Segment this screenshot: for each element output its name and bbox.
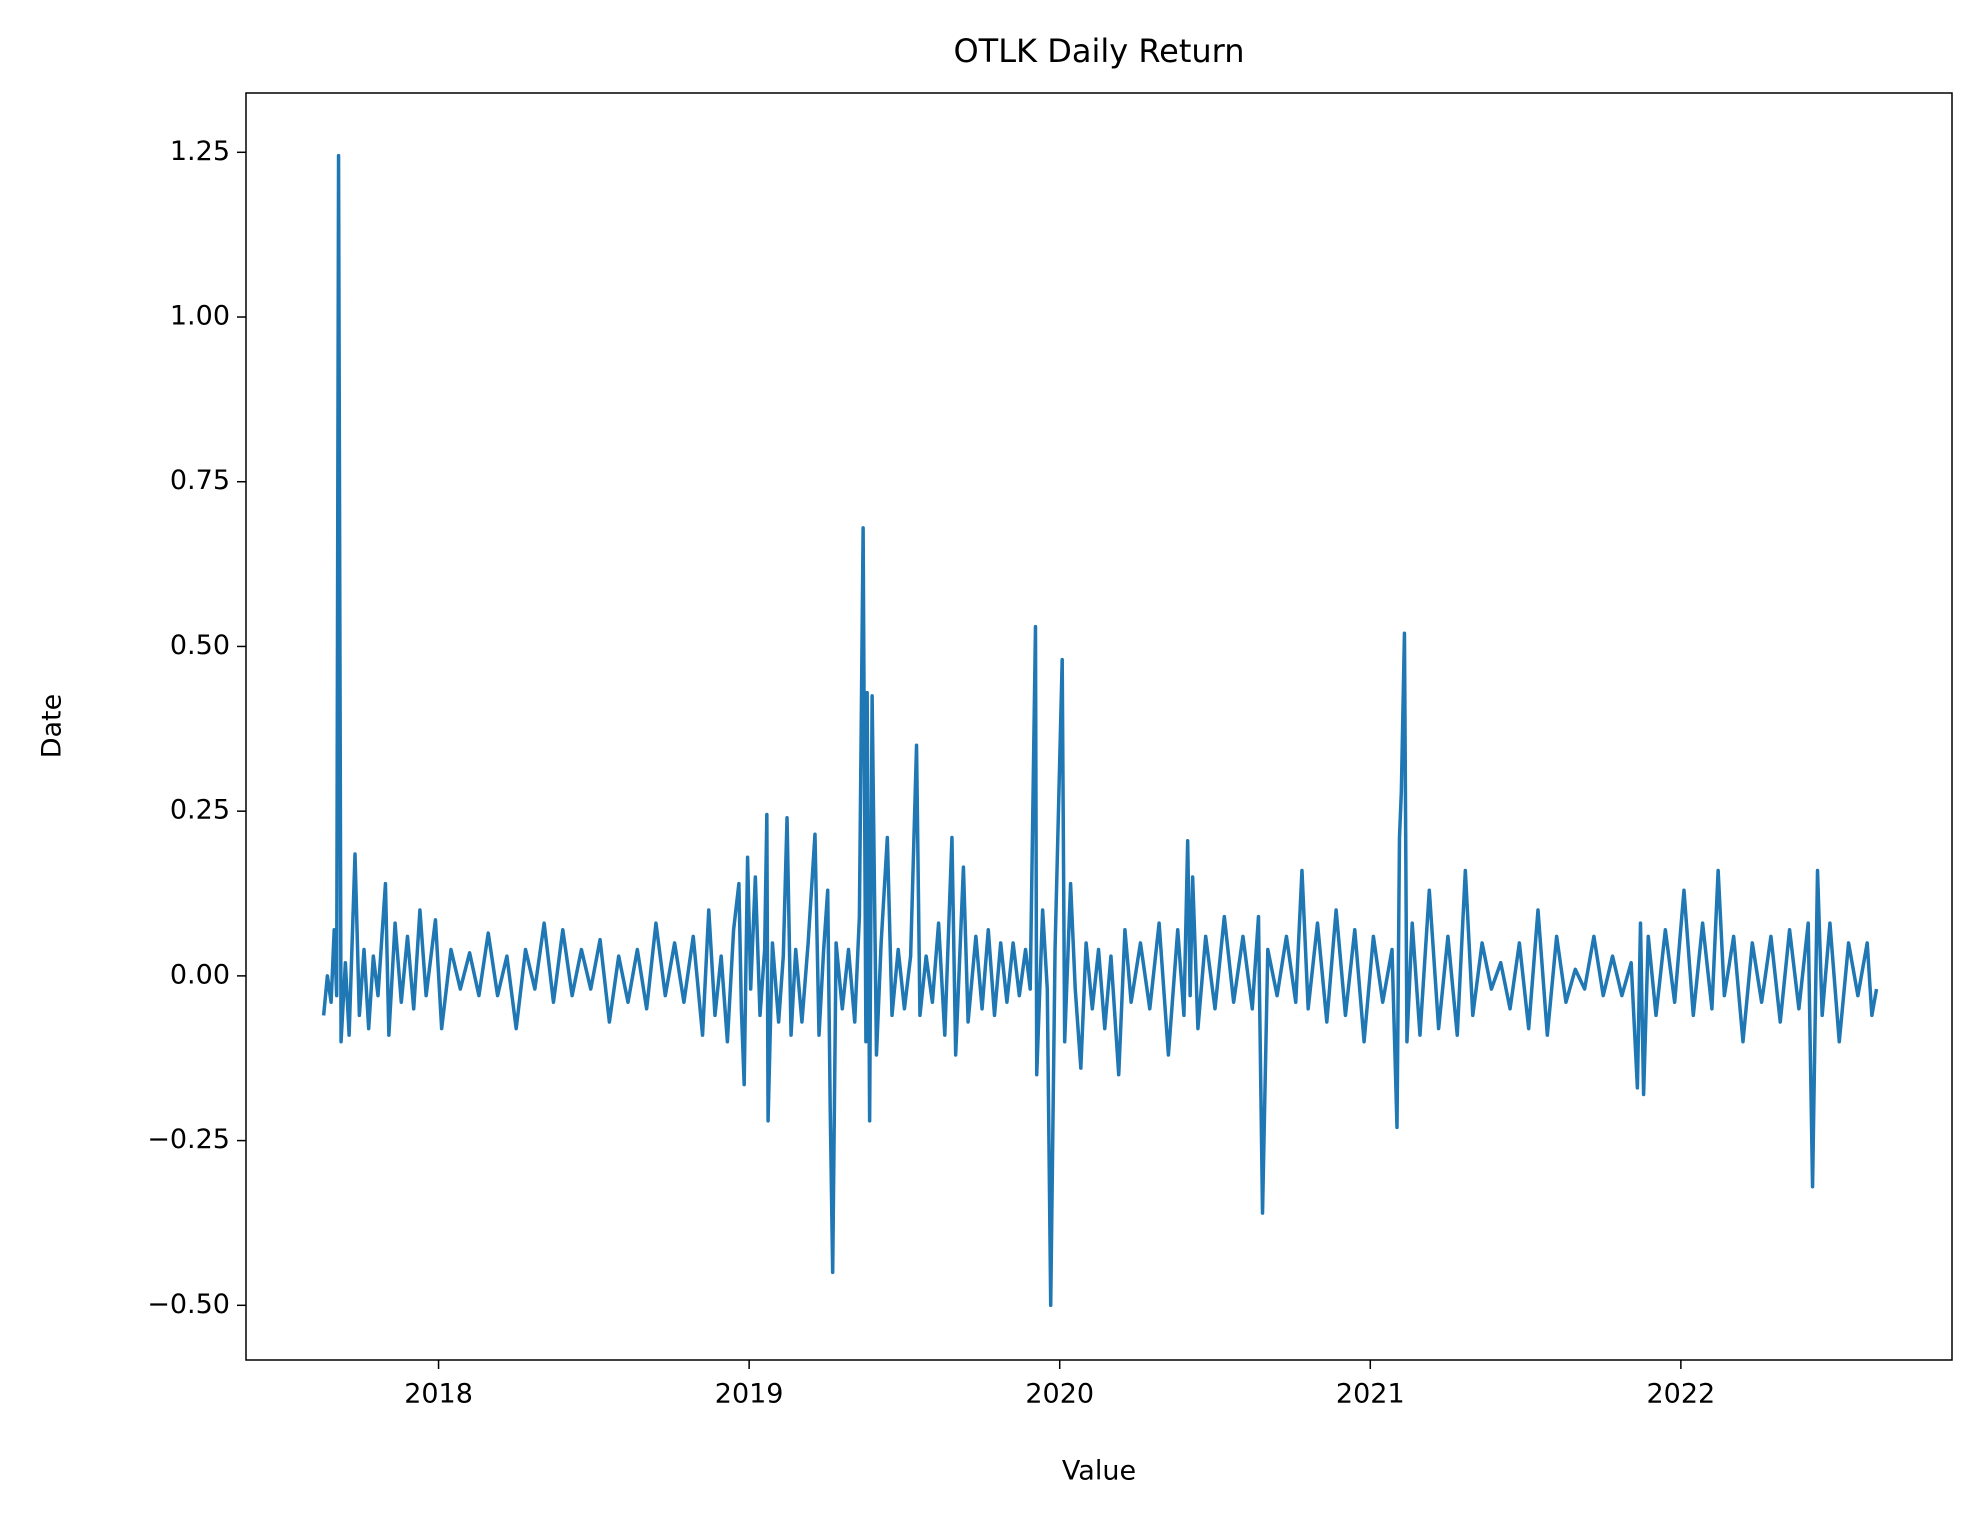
- line: [321, 153, 1879, 1308]
- x-axis-label: Value: [1062, 1456, 1136, 1487]
- x-tick-label: 2021: [1336, 1379, 1405, 1410]
- x-tick-label: 2019: [715, 1379, 784, 1410]
- y-axis-label: Date: [37, 694, 68, 759]
- x-tick-label: 2018: [404, 1379, 473, 1410]
- y-tick-label: 0.75: [170, 465, 230, 496]
- y-tick-label: −0.25: [147, 1124, 230, 1155]
- y-tick-label: 0.00: [170, 959, 230, 990]
- y-tick-label: 0.50: [170, 630, 230, 661]
- x-tick-label: 2020: [1025, 1379, 1094, 1410]
- y-tick-label: 0.25: [170, 795, 230, 826]
- plot-frame: [245, 92, 1953, 1361]
- x-tick-label: 2022: [1647, 1379, 1716, 1410]
- y-tick-label: −0.50: [147, 1289, 230, 1320]
- y-tick-label: 1.25: [170, 136, 230, 167]
- y-tick-label: 1.00: [170, 301, 230, 332]
- chart-title: OTLK Daily Return: [953, 32, 1244, 70]
